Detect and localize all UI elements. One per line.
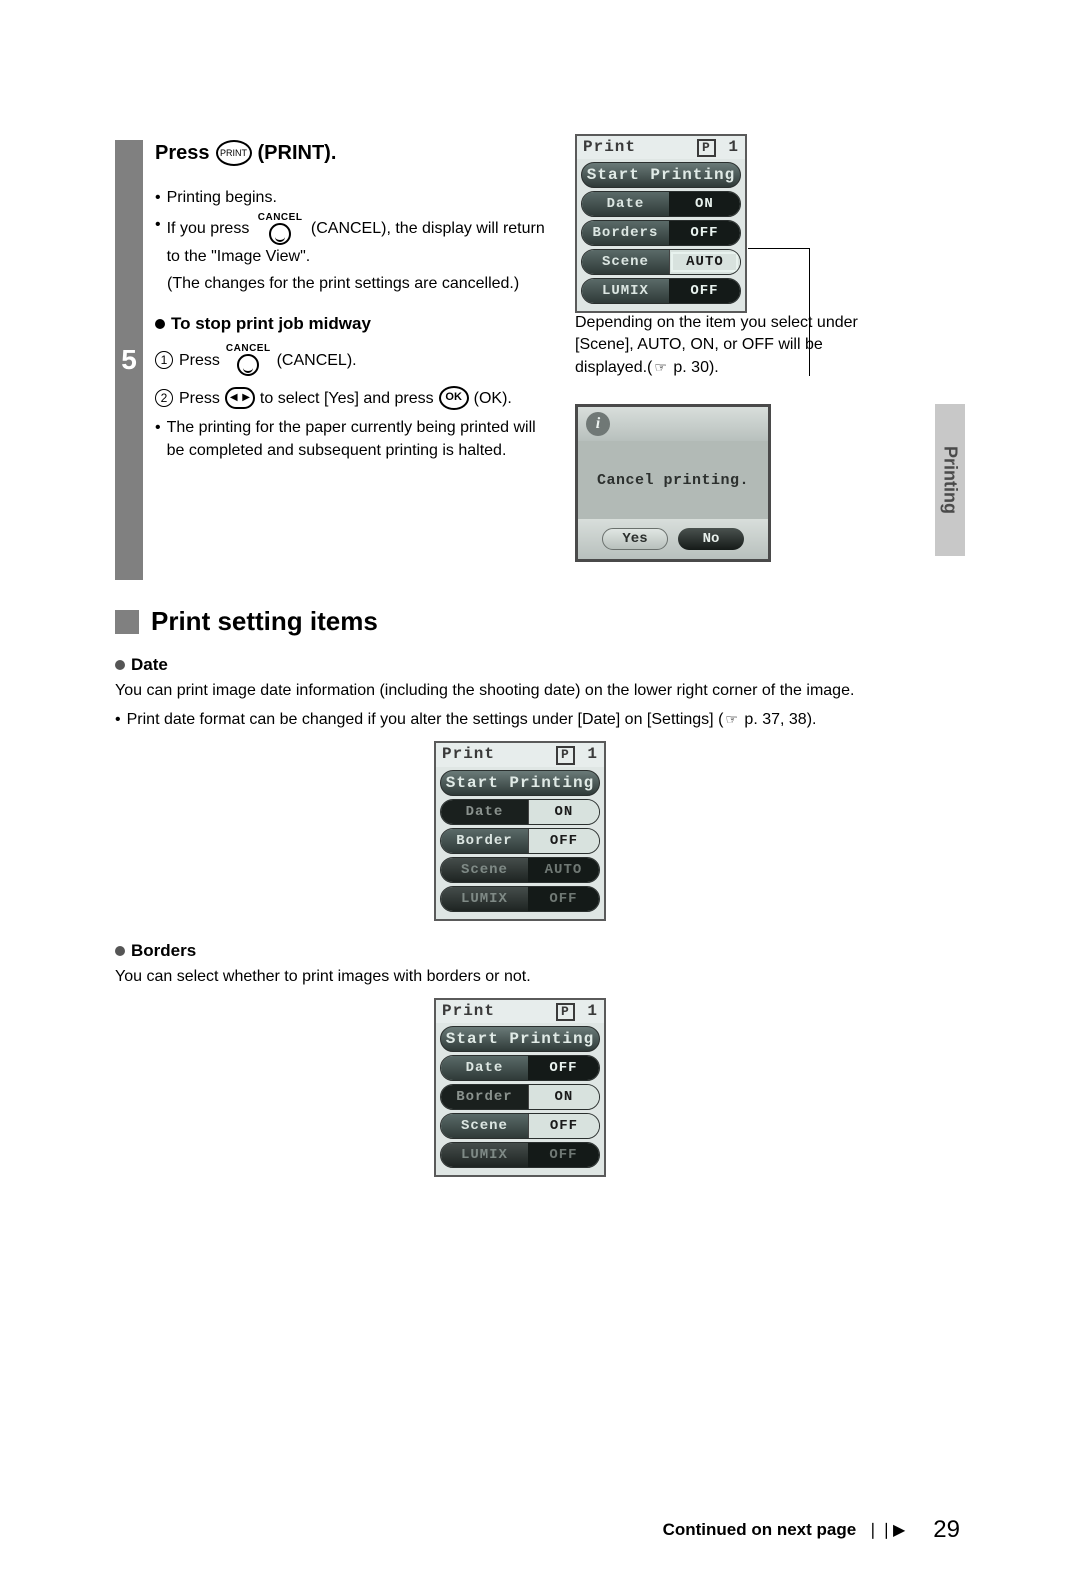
lcd-row: BorderOFF [440, 828, 600, 854]
section-header: Print setting items [115, 606, 925, 637]
step-body: Press PRINT (PRINT). •Printing begins. •… [155, 140, 555, 467]
lcd-row: BorderON [440, 1084, 600, 1110]
section-tab: Printing [935, 404, 965, 556]
left-right-icon: ◀▶ [225, 387, 255, 409]
ok-icon: OK [439, 386, 469, 410]
bullet-2a: If you press [167, 220, 250, 237]
lcd-cancel-dialog: i Cancel printing. Yes No [575, 404, 771, 562]
step-note: The printing for the paper currently bei… [167, 416, 555, 462]
section-marker-icon [115, 610, 139, 634]
lcd-start-printing: Start Printing [581, 162, 741, 188]
lcd-row: SceneOFF [440, 1113, 600, 1139]
page-footer: Continued on next page ❘❘▶ 29 [0, 1516, 1080, 1544]
cancel-icon: CANCEL [226, 344, 271, 376]
header-post: (PRINT). [258, 142, 337, 165]
lcd-row: LUMIXOFF [440, 886, 600, 912]
lcd1-rows: DateON BordersOFF SceneAUTO LUMIXOFF [577, 191, 745, 304]
substep-header: To stop print job midway [155, 312, 555, 337]
lcd1-caption: Depending on the item you select under [… [575, 312, 875, 379]
date-header: Date [115, 655, 925, 675]
page-number: 29 [933, 1516, 960, 1544]
substep-2-num: 2 [155, 389, 173, 407]
date-desc: You can print image date information (in… [115, 679, 925, 702]
lcd-row: SceneAUTO [440, 857, 600, 883]
lcd-row: LUMIXOFF [440, 1142, 600, 1168]
lcd-row: SceneAUTO [581, 249, 741, 275]
print-setting-section: Print setting items Date You can print i… [115, 606, 925, 1197]
lcd-print-menu-2: Print P 1 Start Printing DateONBorderOFF… [434, 741, 606, 920]
cancel-icon: CANCEL [258, 213, 303, 245]
bullet-2c: (The changes for the print settings are … [155, 272, 555, 295]
substep-1-num: 1 [155, 351, 173, 369]
lcd-print-menu-3: Print P 1 Start Printing DateOFFBorderON… [434, 998, 606, 1177]
print-button-icon: PRINT [216, 140, 252, 166]
reference-icon: ☞ [723, 709, 740, 729]
reference-icon: ☞ [652, 358, 669, 378]
step-header: Press PRINT (PRINT). [155, 140, 555, 166]
next-page-icon: ❘❘▶ [866, 1520, 905, 1540]
borders-desc: You can select whether to print images w… [115, 965, 925, 988]
info-icon: i [586, 412, 610, 436]
lcd-row: BordersOFF [581, 220, 741, 246]
lcd-row: DateOFF [440, 1055, 600, 1081]
step-text: •Printing begins. • If you press CANCEL … [155, 186, 555, 463]
cancel-yes: Yes [602, 528, 668, 550]
header-pre: Press [155, 142, 210, 165]
cancel-message: Cancel printing. [578, 441, 768, 519]
continued-text: Continued on next page [663, 1520, 857, 1540]
bullet-1: Printing begins. [167, 186, 277, 209]
lcd-print-menu-1: Print P 1 Start Printing DateONBordersOF… [575, 134, 747, 313]
borders-header: Borders [115, 941, 925, 961]
lcd-row: LUMIXOFF [581, 278, 741, 304]
step-number: 5 [115, 344, 143, 376]
lcd-row: DateON [581, 191, 741, 217]
lcd-row: DateON [440, 799, 600, 825]
cancel-no: No [678, 528, 744, 550]
